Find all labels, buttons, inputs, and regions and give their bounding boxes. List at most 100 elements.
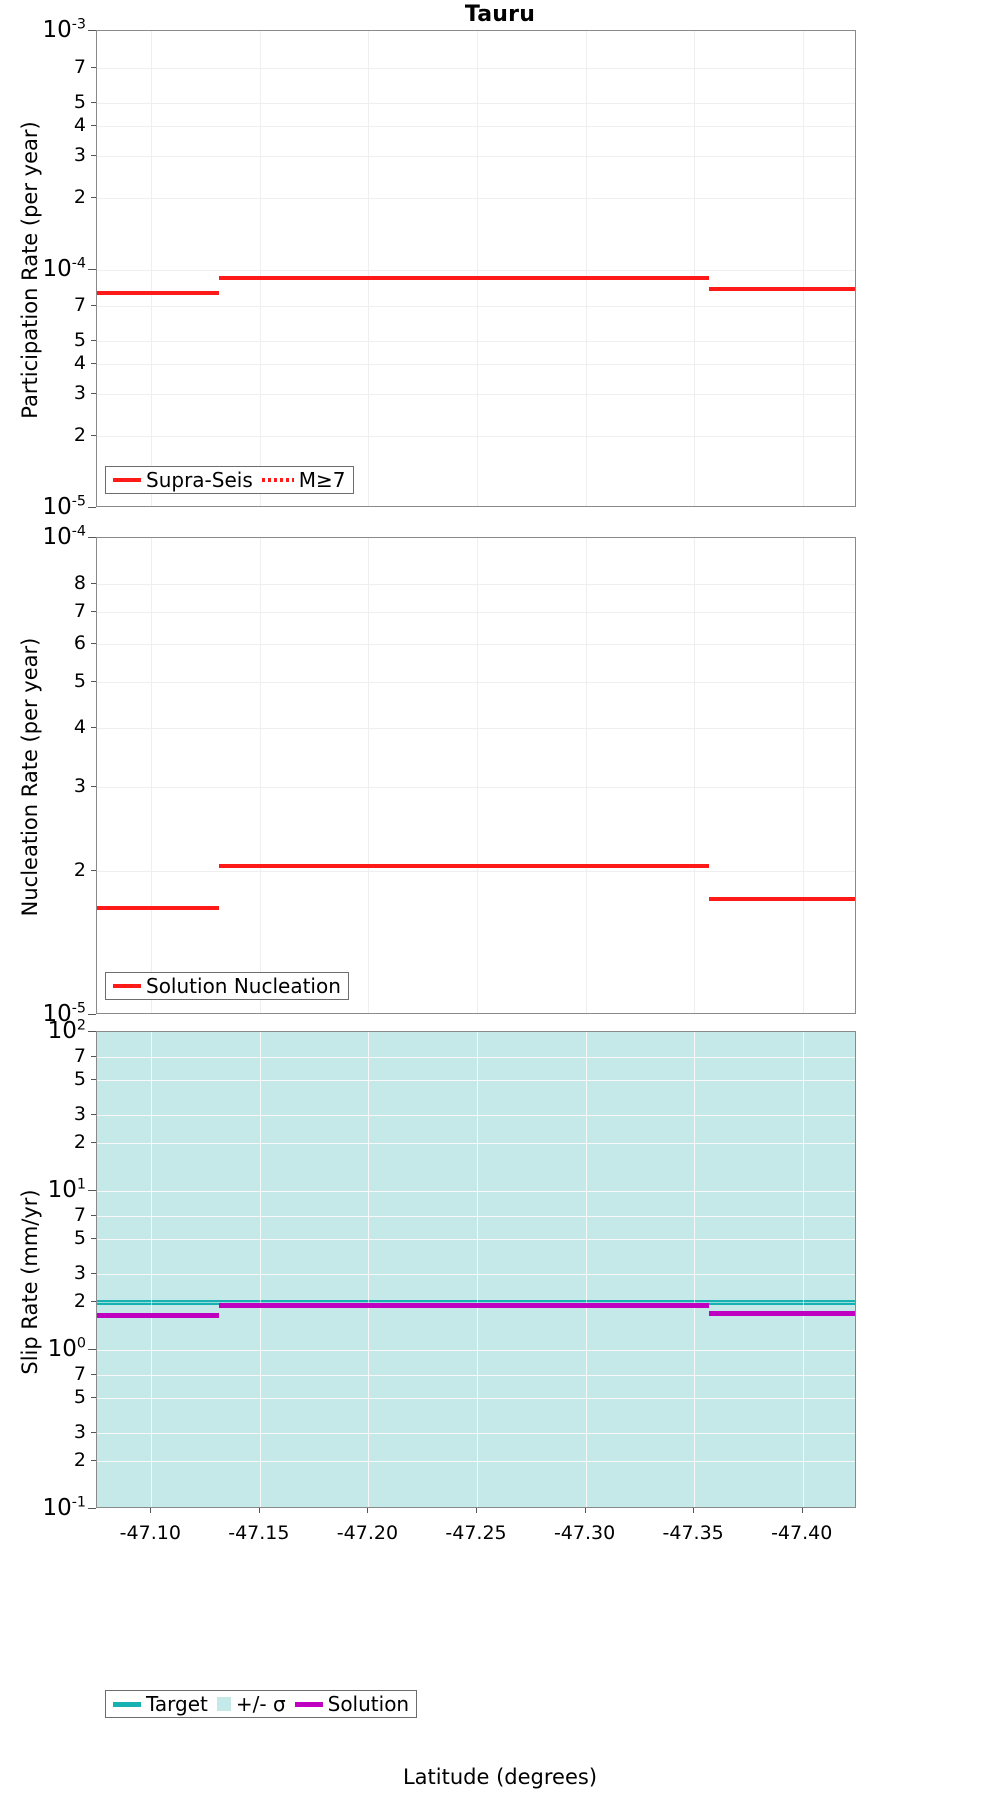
y-tick-label: 3 bbox=[73, 775, 86, 798]
y-tick-mark bbox=[91, 1078, 96, 1080]
gridline-horizontal bbox=[97, 1397, 855, 1399]
gridline-vertical bbox=[694, 1032, 696, 1507]
y-tick-mark bbox=[88, 1190, 96, 1191]
y-tick-mark bbox=[91, 363, 96, 365]
x-tick-mark bbox=[367, 1508, 369, 1513]
y-tick-label: 3 bbox=[73, 1262, 86, 1285]
y-tick-mark bbox=[91, 870, 96, 872]
gridline-horizontal bbox=[97, 67, 855, 69]
x-tick-label: -47.25 bbox=[445, 1522, 507, 1544]
y-tick-label: 2 bbox=[73, 1290, 86, 1313]
y-tick-mark bbox=[91, 642, 96, 644]
data-series-segment bbox=[709, 897, 855, 902]
y-tick-label: 2 bbox=[73, 1131, 86, 1154]
x-tick-mark bbox=[693, 1508, 695, 1513]
ylabel-nucleation: Nucleation Rate (per year) bbox=[18, 637, 42, 917]
y-tick-label: 7 bbox=[73, 1044, 86, 1067]
gridline-horizontal bbox=[97, 1143, 855, 1145]
y-tick-mark bbox=[91, 196, 96, 198]
y-tick-label: 8 bbox=[73, 572, 86, 595]
uncertainty-band bbox=[97, 1032, 855, 1507]
data-series-segment bbox=[97, 905, 219, 910]
y-tick-label: 2 bbox=[73, 859, 86, 882]
legend-key-solid-red-icon bbox=[113, 478, 141, 482]
y-tick-label: 4 bbox=[73, 352, 86, 375]
gridline-horizontal bbox=[97, 1461, 855, 1463]
y-tick-mark bbox=[88, 537, 96, 538]
y-tick-label: 3 bbox=[73, 1103, 86, 1126]
legend-entry: Supra-Seis bbox=[113, 470, 253, 490]
x-tick-mark bbox=[801, 1508, 803, 1513]
y-tick-label: 102 bbox=[47, 1017, 86, 1044]
gridline-horizontal bbox=[97, 787, 855, 789]
gridline-vertical bbox=[585, 31, 587, 506]
x-tick-mark bbox=[150, 1508, 152, 1513]
y-tick-mark bbox=[91, 786, 96, 788]
legend-entry: Solution bbox=[294, 1692, 410, 1716]
gridline-horizontal bbox=[97, 436, 855, 438]
x-tick-label: -47.15 bbox=[228, 1522, 290, 1544]
legend-label: Target bbox=[146, 1692, 208, 1716]
y-tick-label: 7 bbox=[73, 1203, 86, 1226]
legend-entry: Target bbox=[113, 1694, 208, 1714]
y-tick-label: 5 bbox=[73, 669, 86, 692]
y-tick-mark bbox=[88, 1014, 96, 1015]
legend-entry: Solution Nucleation bbox=[113, 976, 341, 996]
y-tick-mark bbox=[91, 340, 96, 342]
gridline-horizontal bbox=[97, 364, 855, 366]
gridline-horizontal bbox=[97, 1115, 855, 1117]
data-series-segment bbox=[709, 286, 855, 291]
x-tick-label: -47.40 bbox=[771, 1522, 833, 1544]
y-tick-label: 5 bbox=[73, 329, 86, 352]
legend-participation[interactable]: Supra-Seis M≥7 bbox=[105, 466, 354, 494]
gridline-horizontal bbox=[97, 1056, 855, 1058]
data-series-segment bbox=[218, 276, 710, 281]
y-tick-mark bbox=[88, 1349, 96, 1350]
x-tick-mark bbox=[584, 1508, 586, 1513]
y-tick-mark bbox=[91, 610, 96, 612]
y-tick-label: 4 bbox=[73, 113, 86, 136]
gridline-vertical bbox=[802, 1032, 804, 1507]
gridline-horizontal bbox=[97, 1215, 855, 1217]
gridline-horizontal bbox=[97, 871, 855, 873]
legend-label: Solution Nucleation bbox=[146, 974, 341, 998]
gridline-vertical bbox=[259, 1032, 261, 1507]
plot-area-participation bbox=[96, 30, 856, 507]
gridline-horizontal bbox=[97, 306, 855, 308]
legend-nucleation[interactable]: Solution Nucleation bbox=[105, 972, 349, 1000]
x-tick-label: -47.30 bbox=[553, 1522, 616, 1544]
legend-label: Solution bbox=[327, 1692, 410, 1716]
gridline-horizontal bbox=[97, 269, 855, 271]
y-tick-mark bbox=[91, 435, 96, 437]
y-tick-label: 7 bbox=[73, 294, 86, 317]
y-tick-label: 10-4 bbox=[42, 523, 87, 550]
legend-sliprate[interactable]: Target +/- σ Solution bbox=[105, 1690, 418, 1718]
gridline-horizontal bbox=[97, 727, 855, 729]
y-tick-label: 3 bbox=[73, 143, 86, 166]
legend-entry: +/- σ bbox=[216, 1694, 286, 1714]
y-tick-mark bbox=[88, 1031, 96, 1032]
legend-key-dotted-red-icon bbox=[261, 478, 294, 482]
xlabel-latitude: Latitude (degrees) bbox=[402, 1765, 598, 1789]
y-tick-mark bbox=[91, 66, 96, 68]
page-title: Tauru bbox=[464, 2, 536, 27]
y-tick-mark bbox=[91, 1460, 96, 1462]
legend-key-magenta-icon bbox=[294, 1701, 323, 1707]
gridline-vertical bbox=[259, 538, 261, 1013]
y-tick-label: 100 bbox=[47, 1335, 86, 1362]
y-tick-mark bbox=[91, 1114, 96, 1116]
y-tick-mark bbox=[91, 1396, 96, 1398]
y-tick-mark bbox=[88, 507, 96, 508]
y-tick-mark bbox=[91, 1214, 96, 1216]
y-tick-mark bbox=[91, 1142, 96, 1144]
legend-label: M≥7 bbox=[298, 468, 346, 492]
gridline-horizontal bbox=[97, 611, 855, 613]
legend-label: Supra-Seis bbox=[146, 468, 253, 492]
y-tick-mark bbox=[91, 1055, 96, 1057]
y-tick-label: 10-5 bbox=[42, 493, 87, 520]
y-tick-label: 4 bbox=[73, 715, 86, 738]
x-tick-label: -47.35 bbox=[662, 1522, 724, 1544]
y-tick-label: 3 bbox=[73, 382, 86, 405]
y-tick-mark bbox=[91, 1237, 96, 1239]
